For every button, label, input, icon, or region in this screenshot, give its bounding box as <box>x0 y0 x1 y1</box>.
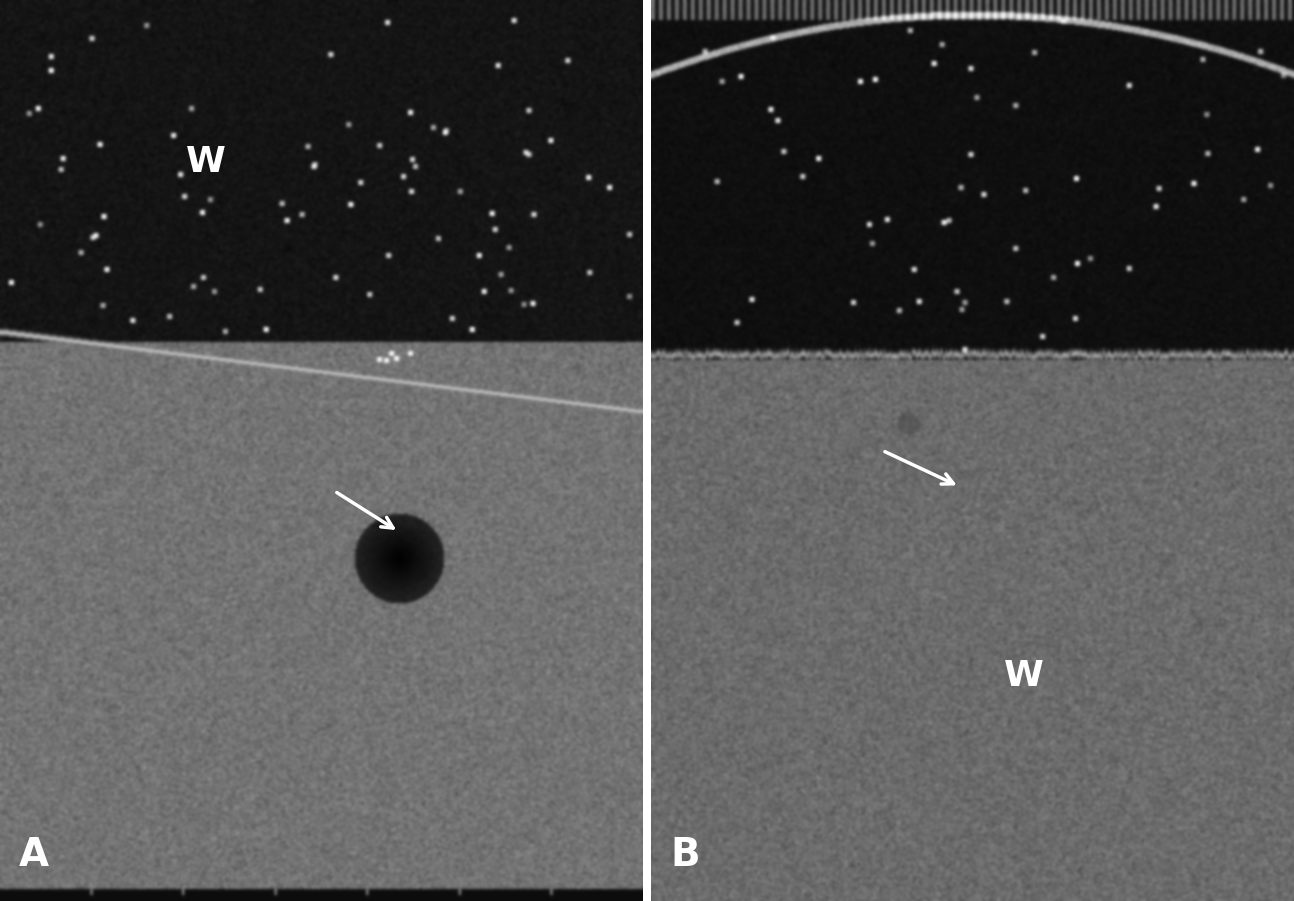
Text: B: B <box>670 836 700 874</box>
Text: A: A <box>19 836 49 874</box>
Text: W: W <box>186 145 225 179</box>
Text: W: W <box>1004 659 1044 693</box>
